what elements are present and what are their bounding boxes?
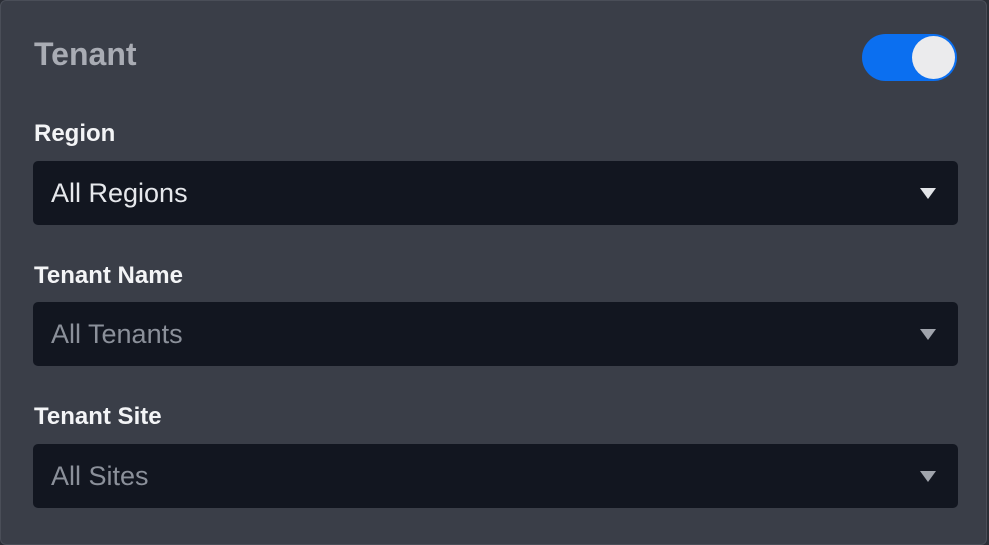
region-value: All Regions	[51, 178, 188, 208]
chevron-down-icon	[920, 188, 936, 199]
tenant-name-select[interactable]: All Tenants	[33, 302, 958, 366]
chevron-down-icon	[920, 329, 936, 340]
tenant-site-label: Tenant Site	[34, 403, 162, 430]
region-label: Region	[34, 120, 116, 147]
tenant-name-placeholder: All Tenants	[51, 319, 183, 349]
region-select[interactable]: All Regions	[33, 161, 958, 225]
chevron-down-icon	[920, 471, 936, 482]
tenant-site-select[interactable]: All Sites	[33, 444, 958, 508]
tenant-name-label: Tenant Name	[34, 262, 183, 289]
toggle-knob	[912, 36, 955, 79]
tenant-toggle[interactable]	[862, 34, 957, 81]
tenant-site-placeholder: All Sites	[51, 461, 149, 491]
panel-title: Tenant	[34, 36, 137, 72]
